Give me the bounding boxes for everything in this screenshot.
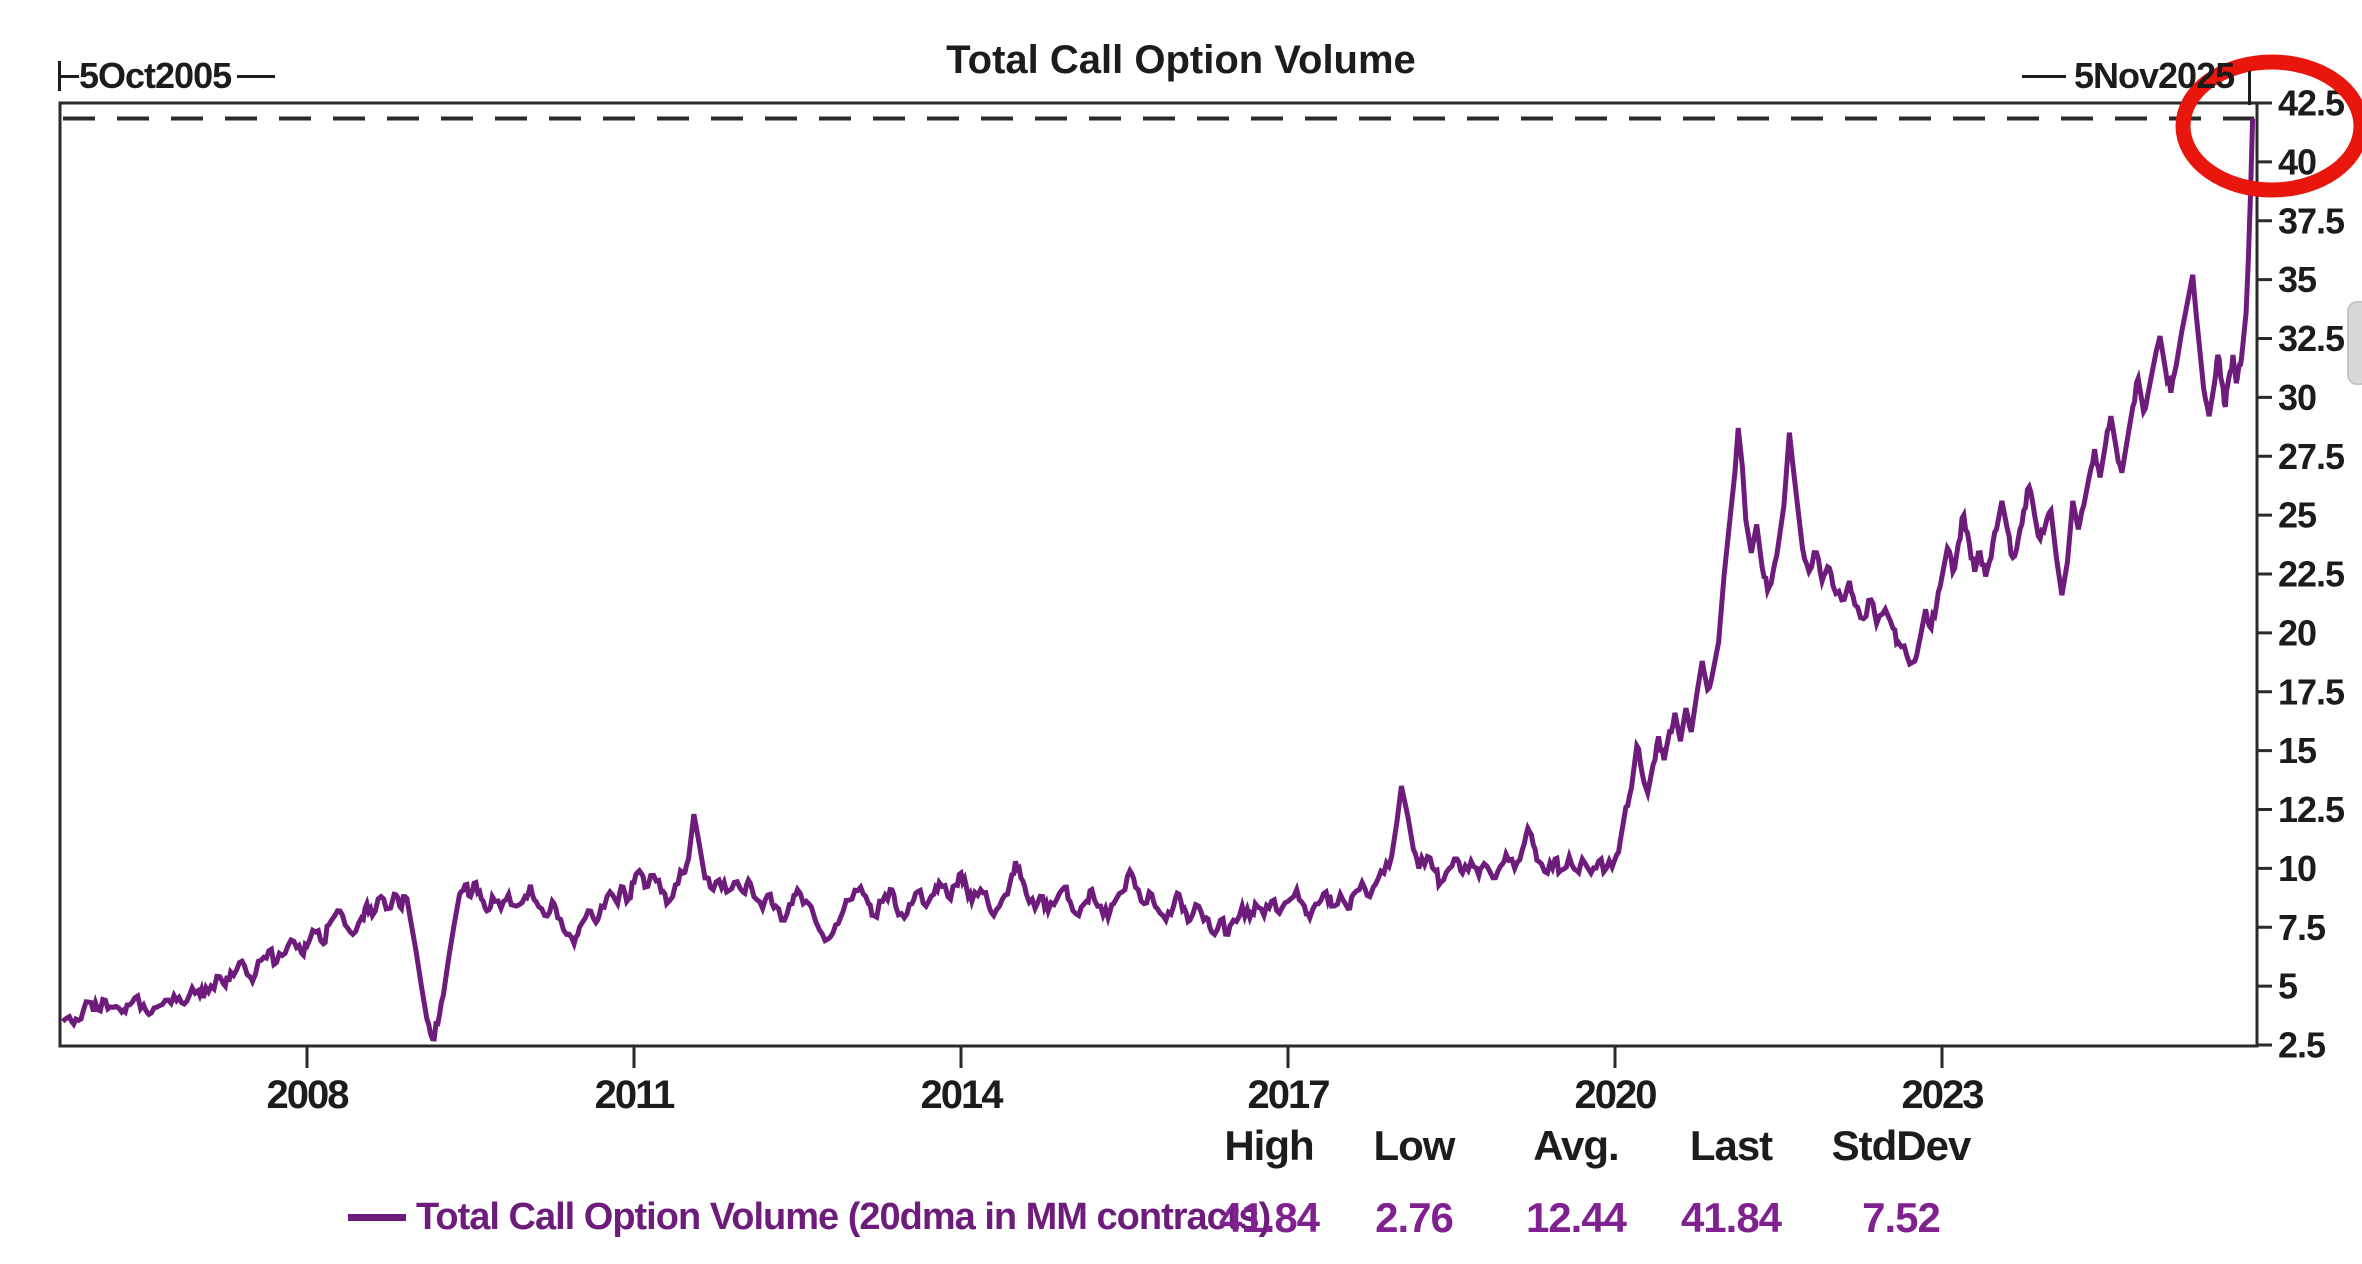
x-tick-label: 2014 bbox=[921, 1073, 1005, 1117]
y-tick-label: 22.5 bbox=[2278, 554, 2345, 595]
stat-low-label: Low bbox=[1373, 1122, 1456, 1169]
stat-stddev-value: 7.52 bbox=[1862, 1194, 1941, 1241]
x-tick-label: 2017 bbox=[1248, 1073, 1330, 1117]
x-tick-label: 2008 bbox=[267, 1073, 350, 1117]
y-tick-label: 35 bbox=[2278, 259, 2317, 300]
stat-high-value: 41.84 bbox=[1218, 1194, 1320, 1241]
stat-avg: Avg. 12.44 bbox=[1491, 1124, 1661, 1240]
range-start-dash bbox=[61, 74, 79, 78]
y-tick-label: 7.5 bbox=[2278, 907, 2326, 948]
range-end-dash bbox=[2022, 74, 2066, 78]
range-start-label: 5Oct2005 bbox=[79, 55, 232, 96]
stat-stddev-label: StdDev bbox=[1831, 1122, 1972, 1169]
y-tick-label: 40 bbox=[2278, 141, 2316, 182]
series-line bbox=[61, 118, 2256, 1042]
chart-title: Total Call Option Volume bbox=[946, 38, 1416, 82]
stat-low-value: 2.76 bbox=[1375, 1194, 1454, 1241]
stat-last-value: 41.84 bbox=[1680, 1194, 1782, 1241]
stat-high: High 41.84 bbox=[1184, 1124, 1354, 1240]
x-tick-label: 2020 bbox=[1575, 1073, 1657, 1117]
y-tick-label: 2.5 bbox=[2278, 1025, 2326, 1066]
scrollbar-thumb-artifact[interactable] bbox=[2347, 301, 2362, 385]
legend-line-swatch bbox=[348, 1214, 406, 1221]
y-tick-label: 10 bbox=[2278, 848, 2316, 889]
legend: Total Call Option Volume (20dma in MM co… bbox=[348, 1196, 1271, 1239]
y-tick-label: 17.5 bbox=[2278, 671, 2345, 712]
y-tick-label: 25 bbox=[2278, 495, 2317, 536]
stat-low: Low 2.76 bbox=[1329, 1124, 1499, 1240]
y-tick-label: 27.5 bbox=[2278, 436, 2345, 477]
stat-last: Last 41.84 bbox=[1646, 1124, 1816, 1240]
y-tick-label: 37.5 bbox=[2278, 200, 2345, 241]
x-tick-label: 2023 bbox=[1902, 1073, 1984, 1117]
legend-label: Total Call Option Volume (20dma in MM co… bbox=[416, 1196, 1271, 1238]
y-tick-label: 32.5 bbox=[2278, 318, 2345, 359]
stat-avg-value: 12.44 bbox=[1525, 1194, 1627, 1241]
range-end: 5Nov2025 bbox=[2022, 55, 2252, 105]
y-tick-label: 15 bbox=[2278, 730, 2317, 771]
stat-stddev: StdDev 7.52 bbox=[1816, 1124, 1986, 1240]
x-tick-label: 2011 bbox=[595, 1073, 676, 1117]
highlight-circle bbox=[2175, 54, 2362, 198]
range-start: 5Oct2005 bbox=[58, 55, 276, 97]
range-start-tick bbox=[58, 61, 61, 91]
y-tick-label: 12.5 bbox=[2278, 789, 2345, 830]
range-end-tick bbox=[2248, 71, 2252, 105]
y-tick-label: 5 bbox=[2278, 966, 2298, 1007]
stat-avg-label: Avg. bbox=[1533, 1122, 1619, 1169]
range-end-label: 5Nov2025 bbox=[2074, 55, 2235, 96]
stat-last-label: Last bbox=[1689, 1122, 1773, 1169]
range-start-trailing-dash bbox=[237, 74, 276, 78]
stat-high-label: High bbox=[1224, 1122, 1314, 1169]
y-tick-label: 30 bbox=[2278, 377, 2316, 418]
y-tick-label: 20 bbox=[2278, 612, 2316, 653]
